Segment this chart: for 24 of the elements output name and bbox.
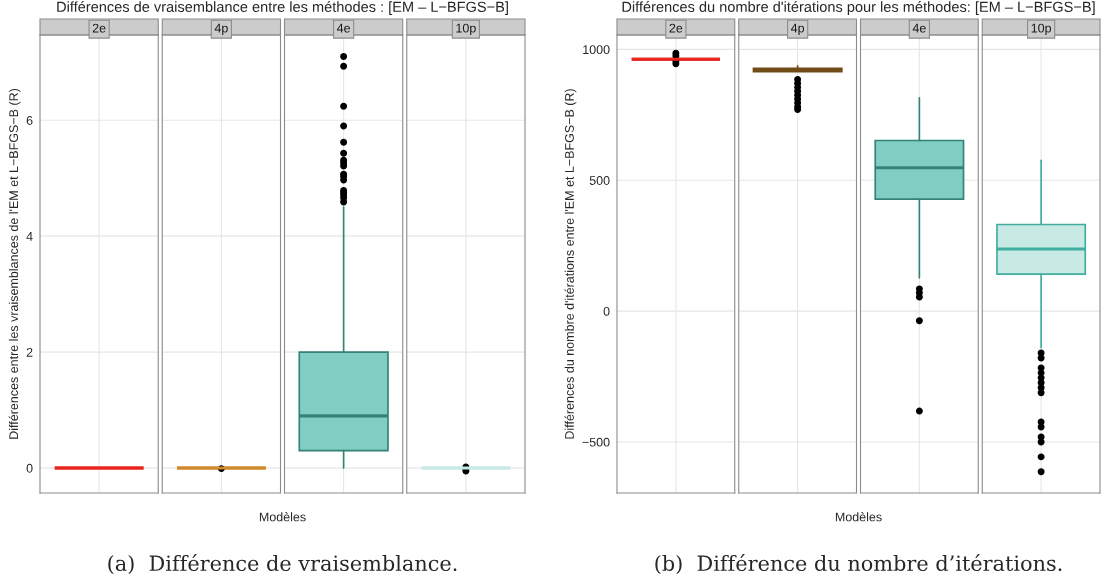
y-axis-title: Différences entre les vraisemblances de l'EM et L−BFGS−B (R) [8, 88, 21, 439]
y-axis-title: Différences du nombre d'itérations entre l'EM et L−BFGS−B (R) [564, 89, 577, 439]
x-axis-title: Modèles [259, 512, 306, 522]
x-axis-title: Modèles [835, 512, 882, 522]
y-tick-label: −500 [582, 437, 610, 447]
y-tick-label: 2 [26, 347, 33, 357]
y-tick-label: 0 [603, 306, 610, 316]
y-tick-label: 6 [26, 116, 33, 125]
y-tick-label: 500 [589, 176, 610, 185]
category-label: 10p [1031, 23, 1052, 35]
chart-title: Différences de vraisemblance entre les méthodes : [EM – L−BFGS−B] [57, 1, 508, 15]
category-label: 4e [912, 23, 926, 33]
category-label: 2e [92, 23, 106, 33]
category-label: 4p [790, 23, 805, 35]
chart-title: Différences du nombre d'itérations pour les méthodes: [EM – L−BFGS−B] [622, 1, 1095, 15]
y-tick-label: 0 [26, 463, 33, 473]
category-label: 2e [669, 23, 683, 33]
category-label: 10p [456, 23, 476, 35]
text: (b) Différence du nombre d’itérations. [655, 554, 1062, 574]
category-label: 4e [336, 23, 351, 33]
y-tick-label: 1000 [583, 45, 610, 55]
y-tick-label: 4 [26, 232, 33, 241]
text: (a) Différence de vraisemblance. [108, 554, 457, 574]
category-label: 4p [214, 23, 228, 35]
